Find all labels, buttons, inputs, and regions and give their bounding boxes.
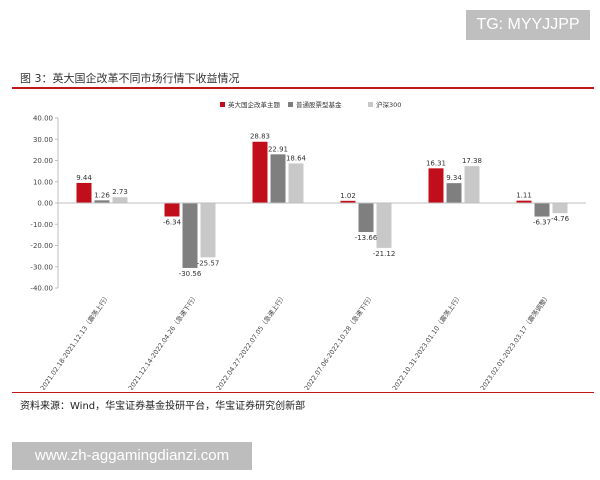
y-tick-label: 30.00 <box>33 136 53 144</box>
bar-s3-c1 <box>112 197 128 203</box>
bars: 9.441.26 2.73-6.34-30.56-25.5728.8322.911… <box>76 133 569 278</box>
data-label-s3-c5: 17.38 <box>462 157 482 165</box>
bar-s1-c3 <box>252 141 268 203</box>
bar-s1-c6 <box>516 200 532 203</box>
bar-s2-c1 <box>94 200 110 203</box>
y-tick-label: -10.00 <box>30 221 53 229</box>
watermark-bottom: www.zh-aggamingdianzi.com <box>12 442 252 470</box>
bar-s1-c2 <box>164 203 180 217</box>
data-label-s3-c3: 18.64 <box>286 154 307 162</box>
y-axis: 40.00 30.00 20.00 10.00 0.00 -10.00 -20.00 -30.… <box>30 115 59 293</box>
chart-legend: 英大国企改革主题 普通股票型基金 沪深300 <box>220 100 401 109</box>
data-label-s1-c5: 16.31 <box>426 159 446 167</box>
legend-label-2: 普通股票型基金 <box>296 100 342 109</box>
title-rule <box>12 87 594 89</box>
bar-s2-c5 <box>446 183 462 203</box>
y-tick-label: 20.00 <box>33 157 53 165</box>
bar-chart: 英大国企改革主题 普通股票型基金 沪深300 40.00 30.00 20.00 10.0… <box>30 100 586 390</box>
bar-s2-c2 <box>182 203 198 268</box>
legend-swatch-3 <box>368 102 373 107</box>
y-tick-label: -40.00 <box>30 285 53 293</box>
data-label-s3-c6: -4.76 <box>551 215 570 223</box>
y-tick-label: -30.00 <box>30 263 53 271</box>
bar-s2-c4 <box>358 203 374 233</box>
x-tick-label-4: 2022.07.06-2022.10.28（急速下行） <box>302 292 376 390</box>
data-label-s1-c2: -6.34 <box>163 218 182 226</box>
x-tick-label-2: 2021.12.14-2022.04.26（急速下行） <box>126 292 200 390</box>
data-label-s2-c3: 22.91 <box>268 145 288 153</box>
data-label-s1-c1: 9.44 <box>76 174 92 182</box>
legend-swatch-2 <box>288 102 293 107</box>
data-label-s1-c6: 1.11 <box>516 192 532 200</box>
data-label-s3-c1: 2.73 <box>112 188 128 196</box>
bar-s2-c3 <box>270 154 286 203</box>
bar-s3-c5 <box>464 166 480 203</box>
legend-label-3: 沪深300 <box>376 100 401 109</box>
bar-s3-c2 <box>200 203 216 258</box>
bar-s1-c5 <box>428 168 444 203</box>
watermark-top: TG: MYYJJPP <box>466 10 590 40</box>
data-label-s2-c2: -30.56 <box>179 270 202 278</box>
bar-s3-c3 <box>288 163 304 203</box>
bar-s1-c1 <box>76 182 92 203</box>
figure-title: 图 3：英大国企改革不同市场行情下收益情况 <box>20 72 240 85</box>
x-tick-label-6: 2023.02.01-2023.03.17（震荡调整） <box>478 292 552 390</box>
y-tick-label: 40.00 <box>33 115 53 123</box>
bar-s1-c4 <box>340 200 356 203</box>
data-label-s2-c4: -13.66 <box>355 234 378 242</box>
x-tick-label-5: 2022.10.31-2023.01.10（震荡上行） <box>390 292 464 390</box>
source-note: 资料来源：Wind，华宝证券基金投研平台，华宝证券研究创新部 <box>20 401 306 412</box>
bar-s2-c6 <box>534 203 550 217</box>
y-tick-label: 10.00 <box>33 178 53 186</box>
data-label-s1-c4: 1.02 <box>340 192 356 200</box>
data-label-s2-c5: 9.34 <box>446 174 462 182</box>
legend-label-1: 英大国企改革主题 <box>228 100 281 109</box>
x-axis: 2021.02.18-2021.12.13（震荡上行） 2021.12.14-20… <box>38 202 586 390</box>
data-label-s3-c2: -25.57 <box>197 259 220 267</box>
data-label-s1-c3: 28.83 <box>250 133 270 141</box>
y-tick-label: 0.00 <box>37 200 53 208</box>
data-label-s2-c1: 1.26 <box>94 191 110 199</box>
legend-swatch-1 <box>220 102 225 107</box>
y-tick-label: -20.00 <box>30 242 53 250</box>
x-tick-label-1: 2021.02.18-2021.12.13（震荡上行） <box>38 292 112 390</box>
data-label-s3-c4: -21.12 <box>373 250 396 258</box>
source-rule <box>12 392 594 393</box>
bar-s3-c6 <box>552 203 568 214</box>
data-label-s2-c6: -6.37 <box>533 219 551 227</box>
bar-s3-c4 <box>376 203 392 248</box>
x-tick-label-3: 2022.04.27-2022.07.05（急速上行） <box>214 292 288 390</box>
